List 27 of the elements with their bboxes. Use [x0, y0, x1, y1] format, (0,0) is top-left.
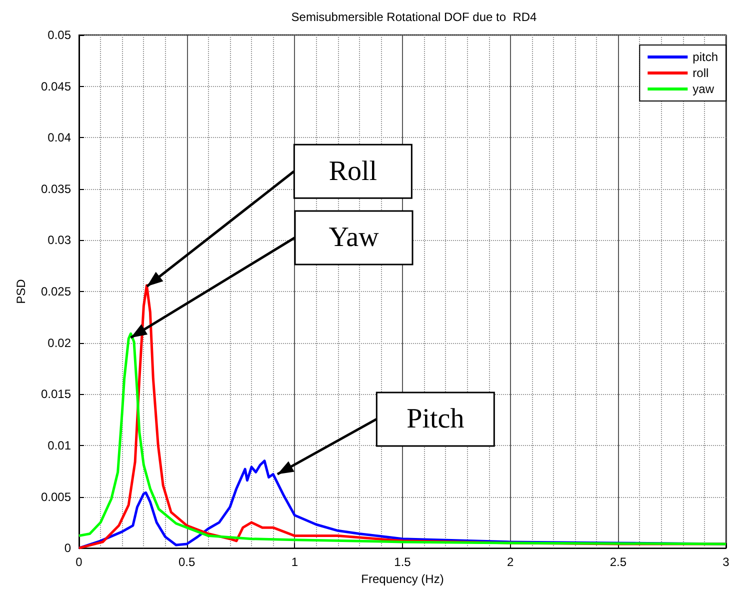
y-tick-label: 0.03 — [48, 233, 72, 248]
annotation: Pitch — [406, 404, 464, 435]
y-tick-label: 0.025 — [40, 284, 72, 299]
x-tick-label: 0 — [76, 555, 83, 570]
y-tick-label: 0 — [64, 541, 72, 556]
y-tick-label: 0.02 — [48, 336, 72, 350]
y-tick-label: 0.05 — [48, 28, 72, 42]
legend-label: pitch — [692, 50, 718, 64]
x-tick-label: 1.5 — [394, 555, 412, 570]
x-tick-label: 1 — [291, 555, 298, 570]
legend-label: roll — [692, 66, 709, 80]
annotation: Roll — [328, 156, 378, 187]
legend-label: yaw — [692, 82, 714, 96]
y-tick-label: 0.045 — [40, 79, 72, 94]
y-tick-label: 0.005 — [40, 490, 72, 504]
y-tick-label: 0.035 — [40, 182, 72, 196]
x-tick-label: 3 — [722, 555, 730, 570]
y-tick-label: 0.015 — [40, 387, 72, 402]
x-tick-label: 0.5 — [178, 555, 196, 570]
y-axis-title: PSD — [14, 278, 28, 304]
x-tick-label: 2.5 — [610, 555, 627, 570]
x-axis-title: Frequency (Hz) — [361, 572, 444, 586]
x-tick-label: 2 — [506, 555, 514, 570]
y-tick-label: 0.04 — [48, 130, 72, 145]
chart-title: Semisubmersible Rotational DOF due to RD4 — [291, 10, 538, 24]
annotation: Yaw — [328, 222, 380, 254]
y-tick-label: 0.01 — [48, 438, 72, 452]
